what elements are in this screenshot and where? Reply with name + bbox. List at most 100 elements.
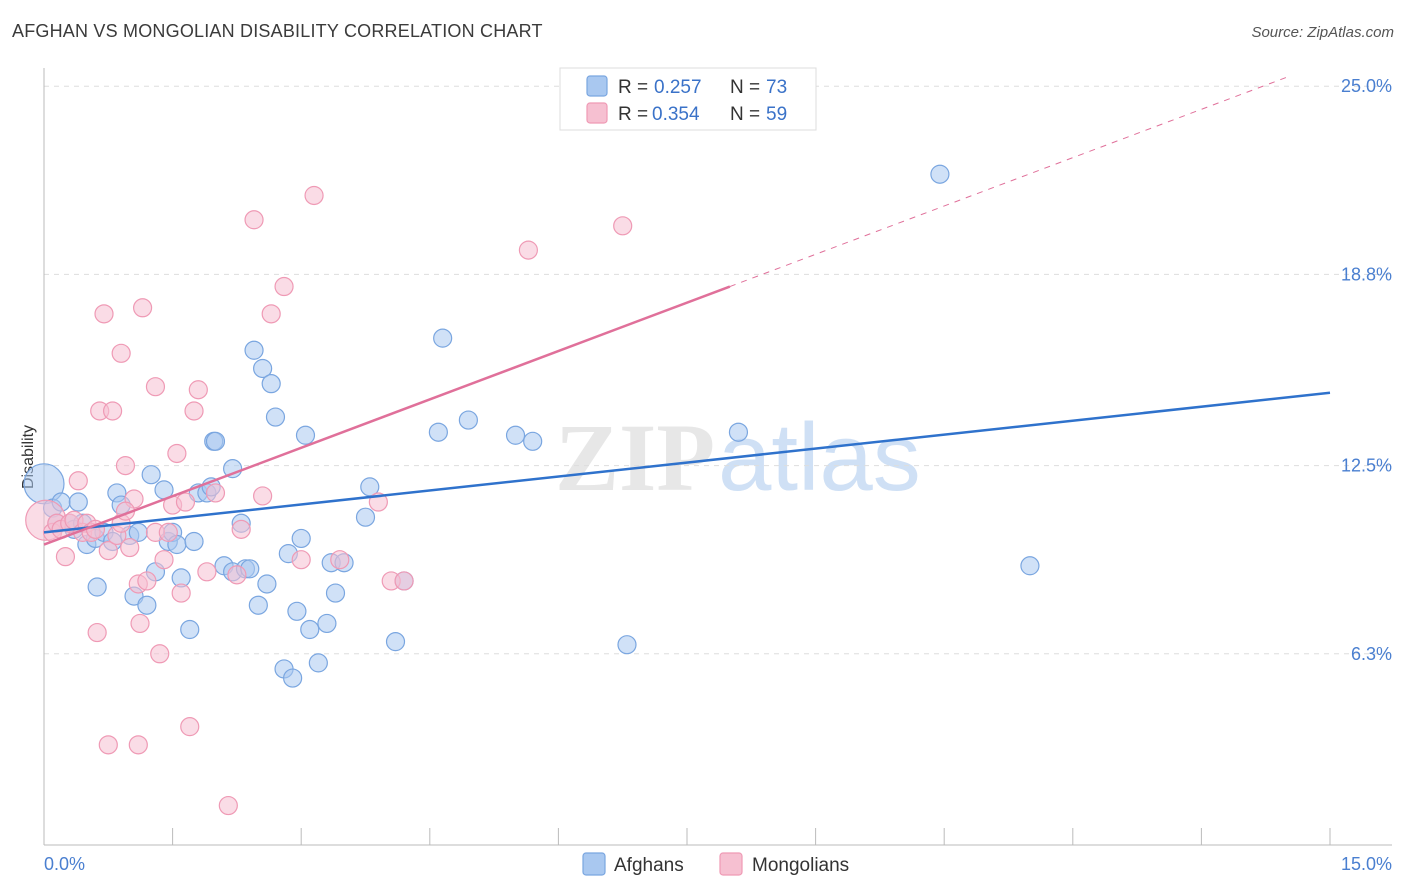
legend-swatch-afghans (586, 75, 608, 97)
trend-lines (43, 76, 1331, 546)
afghan-point (244, 340, 264, 360)
mongolian-point (120, 537, 140, 558)
legend-n-label-afghans: N = (730, 77, 760, 98)
mongolian-point (145, 377, 166, 397)
bottom-legend-label-afghans: Afghans (614, 855, 684, 876)
afghan-point (458, 410, 478, 430)
legend-n-value-mongolians: 59 (766, 104, 787, 125)
y-tick-label: 6.3% (1351, 644, 1392, 664)
afghan-point (68, 492, 88, 512)
mongolian-point (137, 571, 157, 591)
bottom-legend-swatch-mongolians (719, 852, 743, 876)
legend-r-value-mongolians: 0.354 (652, 104, 700, 125)
afghan-point (248, 595, 268, 615)
afghan-point (205, 431, 226, 451)
mongolian-point (132, 298, 153, 318)
mongolian-point (394, 571, 414, 591)
afghan-point (283, 668, 303, 688)
mongolian-point (197, 562, 217, 582)
afghan-point (433, 328, 453, 348)
afghan-point (253, 358, 273, 379)
afghan-point (428, 422, 448, 442)
mongolian-point (188, 380, 208, 400)
y-tick-labels: 6.3% 12.5% 18.8% 25.0% (1341, 76, 1392, 664)
afghan-point (180, 619, 200, 640)
legend-r-label-mongolians: R = (618, 104, 648, 125)
mongolian-point (128, 735, 148, 755)
mongolian-point (102, 401, 123, 421)
bottom-legend: Afghans Mongolians (582, 852, 849, 876)
afghan-point (325, 583, 346, 603)
mongolian-point (205, 483, 226, 503)
source-label: Source: ZipAtlas.com (1251, 24, 1394, 41)
axes (43, 68, 1392, 846)
mongolian-point (98, 540, 118, 561)
x-ticks (43, 828, 1331, 845)
mongolian-point (218, 795, 238, 816)
afghan-point (385, 632, 406, 652)
mongolian-point (171, 583, 191, 603)
mongolian-point (330, 550, 350, 570)
afghan-point (505, 425, 526, 445)
mongolian-point (231, 519, 251, 539)
afghan-point (1020, 556, 1040, 576)
mongolian-point (180, 717, 200, 737)
mongolian-point (115, 456, 136, 476)
afghan-point (141, 465, 161, 485)
mongolian-point (184, 401, 204, 421)
mongolian-point (98, 735, 118, 755)
afghan-point (523, 431, 543, 451)
mongolian-point (261, 304, 281, 324)
mongolian-point (244, 210, 264, 230)
mongolian-point (227, 565, 247, 585)
y-tick-label: 18.8% (1341, 264, 1392, 284)
mongolian-point (94, 304, 114, 324)
mongolian-point (291, 550, 311, 570)
mongolian-point (175, 492, 196, 512)
afghan-point (617, 635, 637, 655)
mongolian-point (518, 240, 538, 260)
y-tick-label: 12.5% (1341, 456, 1392, 476)
afghan-point (728, 422, 749, 442)
mongolian-point (130, 613, 150, 634)
mongolian-point (87, 622, 107, 643)
mongolian-point (150, 644, 170, 664)
afghan-point (291, 528, 311, 549)
mongolian-point (55, 547, 76, 567)
mongolian-point (304, 185, 324, 206)
mongolian-point (613, 216, 633, 236)
bottom-legend-swatch-afghans (582, 852, 606, 876)
afghan-point (300, 619, 320, 640)
mongolian-point (111, 343, 131, 363)
chart-title: AFGHAN VS MONGOLIAN DISABILITY CORRELATI… (12, 21, 543, 41)
legend-n-value-afghans: 73 (766, 77, 787, 98)
mongolian-trend-line (43, 285, 731, 546)
afghan-point (295, 425, 316, 445)
mongolian-trend-extension (729, 76, 1288, 287)
mongolian-point (158, 522, 178, 542)
afghan-point (137, 595, 157, 615)
mongolian-point (274, 276, 294, 297)
afghan-point (317, 613, 337, 634)
watermark-atlas: atlas (718, 404, 921, 511)
x-tick-label-min: 0.0% (44, 854, 85, 874)
afghan-trend-line (43, 391, 1331, 534)
afghan-point (184, 531, 204, 552)
legend-box: R = 0.257 N = 73 R = 0.354 N = 59 (559, 67, 817, 131)
mongolian-point (167, 443, 187, 464)
afghan-point (87, 577, 107, 597)
afghan-point (930, 164, 950, 184)
afghan-point (355, 507, 376, 527)
x-tick-label-max: 15.0% (1341, 854, 1392, 874)
mongolian-point (68, 471, 88, 491)
bottom-legend-label-mongolians: Mongolians (752, 855, 849, 876)
afghan-point (265, 407, 286, 427)
watermark-zip: ZIP (555, 404, 715, 511)
afghan-point (257, 574, 277, 594)
y-tick-label: 25.0% (1341, 76, 1392, 96)
gridlines (44, 85, 1392, 655)
legend-r-value-afghans: 0.257 (654, 77, 702, 98)
legend-r-label-afghans: R = (618, 77, 648, 98)
legend-n-label-mongolians: N = (730, 104, 760, 125)
